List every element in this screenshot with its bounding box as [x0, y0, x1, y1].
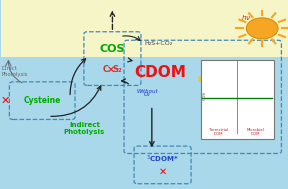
Circle shape: [247, 18, 278, 39]
Text: COS: COS: [100, 44, 125, 54]
Text: ✕: ✕: [1, 96, 10, 106]
Bar: [1, 0, 288, 57]
Text: CDOM: CDOM: [134, 65, 186, 81]
Text: Cysteine: Cysteine: [24, 96, 61, 105]
Text: C: C: [102, 65, 108, 74]
Text: Microbial
DOM: Microbial DOM: [247, 128, 264, 136]
Text: $h\nu$: $h\nu$: [241, 12, 251, 22]
Text: O₂: O₂: [144, 91, 151, 97]
Text: COS: COS: [202, 91, 206, 100]
Text: H₂S+CO₂: H₂S+CO₂: [145, 41, 173, 46]
Text: Terrestrial
DOM: Terrestrial DOM: [209, 128, 228, 136]
Text: Indirect
Photolysis: Indirect Photolysis: [64, 122, 105, 135]
Text: S₂: S₂: [113, 65, 122, 74]
Bar: [1, 57, 288, 189]
Text: $^3$CDOM*: $^3$CDOM*: [146, 153, 179, 165]
Text: Direct
Photolysis: Direct Photolysis: [2, 66, 29, 77]
Text: Without: Without: [137, 89, 158, 94]
Bar: [200, 60, 274, 139]
Text: ✕: ✕: [107, 64, 115, 74]
Text: ✕: ✕: [158, 167, 167, 177]
